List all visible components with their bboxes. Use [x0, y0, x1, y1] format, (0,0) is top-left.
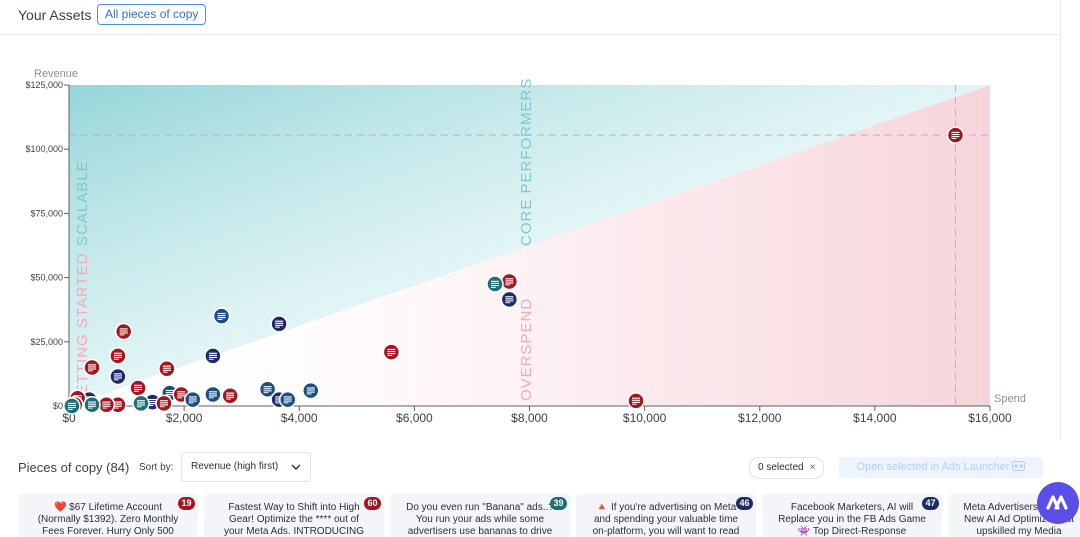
copy-cards: ❤️ $67 Lifetime Account (Normally $1392)…	[0, 494, 1080, 537]
pieces-title: Pieces of copy (84)	[18, 460, 130, 475]
card-text: Do you even run "Banana" ads..? You run …	[406, 502, 554, 537]
data-point[interactable]	[278, 390, 297, 409]
y-tick-label: $100,000	[25, 144, 63, 154]
data-point[interactable]	[946, 126, 965, 144]
card-text: 🔺 If you're advertising on Meta and spen…	[592, 502, 740, 537]
x-tick-label: $14,000	[853, 411, 897, 425]
y-tick-label: $0	[53, 401, 63, 411]
copy-card[interactable]: 🔺 If you're advertising on Meta and spen…	[576, 494, 756, 537]
data-points	[63, 126, 965, 415]
data-point[interactable]	[158, 360, 176, 378]
data-point[interactable]	[184, 390, 202, 409]
card-text: Facebook Marketers, AI will Replace you …	[778, 502, 926, 537]
card-text: ❤️ $67 Lifetime Account (Normally $1392)…	[37, 502, 179, 537]
scatter-chart: $0 $25,000 $50,000 $75,000 $100,000 $125,000 $…	[0, 35, 1060, 440]
x-tick-label: $16,000	[968, 411, 1012, 425]
card-text: Fastest Way to Shift into High Gear! Opt…	[223, 502, 365, 537]
data-point[interactable]	[500, 290, 519, 309]
y-tick-label: $125,000	[25, 80, 63, 90]
x-axis-label: Spend	[994, 393, 1026, 405]
x-tick-label: $8,000	[511, 411, 548, 425]
x-tick-label: $4,000	[281, 411, 318, 425]
y-tick-label: $25,000	[30, 337, 63, 347]
brand-logo-icon	[1046, 495, 1068, 510]
data-point[interactable]	[212, 307, 231, 325]
x-tick-label: $12,000	[738, 411, 782, 425]
card-badge: 39	[550, 497, 567, 510]
data-point[interactable]	[114, 322, 133, 341]
plot-background	[69, 85, 990, 406]
pieces-toolbar: Pieces of copy (84) Sort by: Revenue (hi…	[0, 452, 1080, 486]
data-point[interactable]	[109, 347, 127, 365]
chart-svg: $0 $25,000 $50,000 $75,000 $100,000 $125,000 $…	[25, 68, 1026, 425]
data-point[interactable]	[155, 394, 173, 413]
data-point[interactable]	[132, 394, 150, 413]
zone-label-overspend: OVERSPEND	[518, 298, 535, 401]
data-point[interactable]	[382, 343, 401, 361]
zone-label-getting-started: GETTING STARTED	[74, 253, 91, 407]
x-tick-label: $6,000	[396, 411, 433, 425]
card-badge: 19	[178, 497, 195, 510]
data-point[interactable]	[129, 379, 147, 397]
copy-card[interactable]: Facebook Marketers, AI will Replace you …	[762, 494, 942, 537]
y-axis-label: Revenue	[34, 68, 78, 80]
data-point-marker	[486, 275, 504, 293]
data-point[interactable]	[109, 367, 127, 386]
data-point[interactable]	[97, 395, 116, 414]
panel-divider	[1060, 0, 1061, 440]
sort-value: Revenue (high first)	[191, 461, 279, 472]
x-tick-label: $10,000	[623, 411, 667, 425]
data-point[interactable]	[270, 315, 288, 333]
selected-count: 0 selected	[758, 462, 804, 473]
data-point[interactable]	[83, 395, 101, 414]
chevron-down-icon	[291, 464, 301, 470]
close-icon[interactable]: ×	[809, 462, 816, 473]
filter-pill-button[interactable]: All pieces of copy	[97, 4, 207, 25]
sort-select[interactable]: Revenue (high first)	[181, 452, 311, 482]
data-point[interactable]	[204, 347, 222, 365]
help-launcher-button[interactable]	[1037, 482, 1079, 524]
tick-labels: $0 $25,000 $50,000 $75,000 $100,000 $125,000 $…	[25, 80, 1012, 425]
assets-header: Your Assets All pieces of copy	[0, 0, 1060, 35]
card-badge: 46	[736, 497, 753, 510]
y-tick-label: $75,000	[30, 208, 63, 218]
teal-zone	[69, 85, 990, 406]
x-tick-label: $2,000	[166, 411, 203, 425]
data-point[interactable]	[221, 386, 239, 405]
selected-count-pill[interactable]: 0 selected ×	[749, 457, 825, 479]
copy-card[interactable]: ❤️ $67 Lifetime Account (Normally $1392)…	[18, 494, 198, 537]
data-point[interactable]	[258, 380, 277, 399]
data-point[interactable]	[63, 397, 81, 415]
data-point[interactable]	[627, 392, 645, 410]
card-badge: 47	[922, 497, 939, 510]
copy-card[interactable]: Do you even run "Banana" ads..? You run …	[390, 494, 570, 537]
card-text: Meta Advertisers 👀 This New AI Ad Optimi…	[963, 502, 1075, 537]
zone-label-scalable: SCALABLE	[74, 160, 91, 246]
zone-label-core-performers: CORE PERFORMERS	[518, 78, 535, 246]
data-point[interactable]	[500, 272, 519, 291]
launch-button-label: Open selected in Ads Launcher	[856, 461, 1010, 473]
data-point[interactable]	[204, 385, 222, 404]
page-title: Your Assets	[18, 7, 92, 23]
open-in-ads-launcher-button[interactable]: Open selected in Ads Launcher	[839, 457, 1043, 478]
data-point[interactable]	[83, 358, 101, 377]
data-point[interactable]	[302, 381, 320, 400]
y-tick-label: $50,000	[30, 273, 63, 283]
sort-label: Sort by:	[139, 462, 174, 473]
data-point[interactable]	[486, 275, 504, 293]
copy-card[interactable]: Fastest Way to Shift into High Gear! Opt…	[204, 494, 384, 537]
launch-icon	[1012, 461, 1026, 471]
card-badge: 60	[364, 497, 381, 510]
